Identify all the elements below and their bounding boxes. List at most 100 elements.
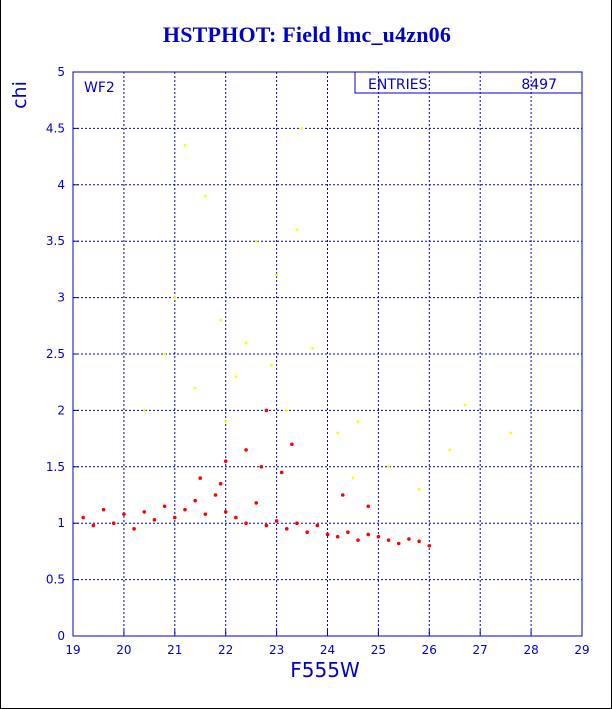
data-point	[274, 519, 279, 523]
data-point	[366, 532, 371, 537]
x-tick-label: 29	[574, 643, 589, 657]
data-point	[336, 431, 340, 435]
data-point	[223, 510, 228, 514]
data-point	[509, 431, 513, 435]
data-point	[325, 532, 330, 537]
data-point	[193, 498, 197, 503]
data-point	[218, 481, 223, 486]
x-tick-label: 23	[269, 643, 284, 657]
x-tick-label: 25	[371, 643, 386, 657]
y-tick-label: 4	[57, 178, 65, 192]
axes: 19 20 21 22 23 24 25 26 27 28 29 0 0.5 1 1.5 2 2.5 3 3.5 4 4…	[46, 65, 590, 657]
data-point	[300, 126, 304, 130]
data-point	[122, 512, 126, 516]
data-point	[448, 448, 452, 452]
x-tick-label: 22	[218, 643, 233, 657]
x-tick-label: 27	[473, 643, 488, 657]
data-point	[193, 386, 197, 390]
data-point	[173, 515, 177, 520]
y-tick-label: 5	[57, 65, 65, 79]
data-point	[275, 273, 278, 277]
data-point	[346, 530, 350, 535]
data-point	[203, 194, 207, 198]
y-tick-label: 0	[57, 629, 65, 643]
x-tick-label: 24	[320, 643, 335, 657]
grid-lines	[73, 72, 582, 636]
panel-label: WF2	[84, 80, 115, 96]
data-point	[244, 448, 248, 452]
data-point	[254, 239, 258, 243]
data-point	[142, 510, 147, 514]
data-point	[290, 442, 294, 447]
stats-box	[354, 71, 583, 94]
data-point	[111, 521, 116, 525]
data-point	[340, 493, 345, 497]
data-point	[270, 363, 273, 367]
x-tick-label: 19	[65, 643, 80, 657]
data-point	[264, 408, 269, 413]
data-point	[183, 507, 187, 512]
data-point	[285, 409, 289, 412]
chart-title: HSTPHOT: Field lmc_u4zn06	[162, 22, 452, 47]
data-point	[244, 341, 248, 345]
scatter-points	[81, 126, 513, 548]
data-point	[386, 538, 391, 542]
y-tick-label: 3.5	[46, 234, 65, 248]
data-point	[396, 541, 401, 546]
data-point	[351, 476, 355, 480]
data-point	[284, 527, 289, 531]
y-tick-label: 4.5	[46, 121, 65, 135]
data-point	[198, 476, 203, 480]
data-point	[81, 515, 85, 520]
data-point	[183, 143, 187, 147]
data-point	[264, 523, 269, 528]
x-tick-label: 26	[422, 643, 437, 657]
data-point	[427, 543, 432, 548]
y-tick-label: 1.5	[46, 460, 65, 474]
data-point	[213, 493, 218, 497]
data-point	[173, 296, 177, 299]
data-point	[310, 346, 314, 350]
data-point	[305, 530, 309, 535]
y-tick-label: 2	[57, 403, 65, 417]
x-axis-label: F555W	[290, 658, 360, 682]
data-point	[259, 465, 264, 469]
data-point	[101, 507, 106, 512]
data-point	[407, 537, 411, 541]
data-point	[152, 518, 157, 522]
y-tick-label: 3	[57, 291, 65, 305]
data-point	[219, 318, 223, 322]
data-point	[417, 539, 421, 544]
data-point	[223, 459, 228, 463]
data-point	[356, 538, 360, 542]
data-point	[142, 409, 146, 412]
stats-value: 8497	[521, 77, 557, 93]
data-point	[163, 352, 167, 356]
data-point	[417, 487, 421, 491]
data-point	[295, 228, 299, 232]
data-point	[279, 470, 284, 475]
data-point	[132, 527, 136, 531]
x-tick-label: 28	[523, 643, 538, 657]
y-tick-label: 2.5	[46, 347, 65, 361]
data-point	[162, 504, 167, 509]
data-point	[366, 504, 371, 509]
data-point	[91, 523, 96, 528]
data-point	[315, 523, 320, 528]
data-point	[463, 403, 467, 407]
x-tick-label: 21	[167, 643, 182, 657]
data-point	[376, 534, 381, 539]
data-point	[356, 420, 360, 424]
stats-label: ENTRIES	[368, 77, 428, 93]
data-point	[387, 465, 390, 469]
data-point	[244, 521, 248, 525]
data-point	[234, 515, 238, 520]
data-point	[335, 534, 340, 539]
y-axis-label: chi	[9, 81, 31, 109]
data-point	[234, 375, 238, 378]
data-point	[295, 521, 299, 525]
data-point	[254, 501, 259, 505]
y-tick-label: 0.5	[46, 573, 65, 587]
